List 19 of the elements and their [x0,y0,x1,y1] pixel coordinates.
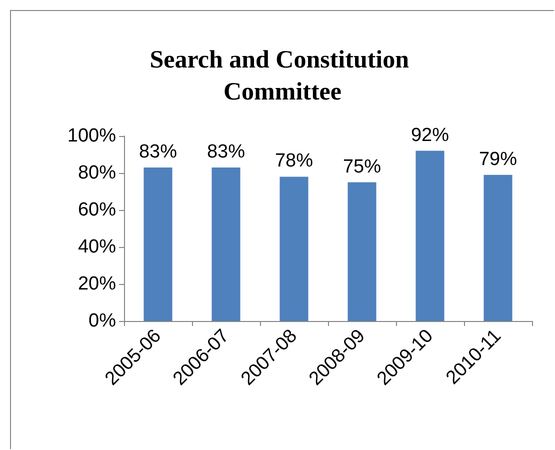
data-label: 83% [206,141,246,162]
bar [484,174,512,321]
data-label: 83% [138,141,178,162]
data-label: 79% [478,148,518,170]
chart-title: Search and Constitution Committee [150,46,416,106]
y-tick-label: 100% [67,126,116,146]
bar [416,150,444,321]
y-tick-label: 0% [88,310,116,332]
bar [212,167,240,321]
bar [280,176,308,321]
data-label: 78% [274,150,314,172]
bar [348,182,376,321]
y-tick-label: 20% [78,274,116,294]
data-label: 75% [342,156,382,178]
bar [144,167,172,321]
data-label: 92% [410,124,450,146]
y-tick-label: 60% [78,200,116,220]
y-tick-label: 40% [78,236,116,258]
y-tick-label: 80% [78,162,116,184]
